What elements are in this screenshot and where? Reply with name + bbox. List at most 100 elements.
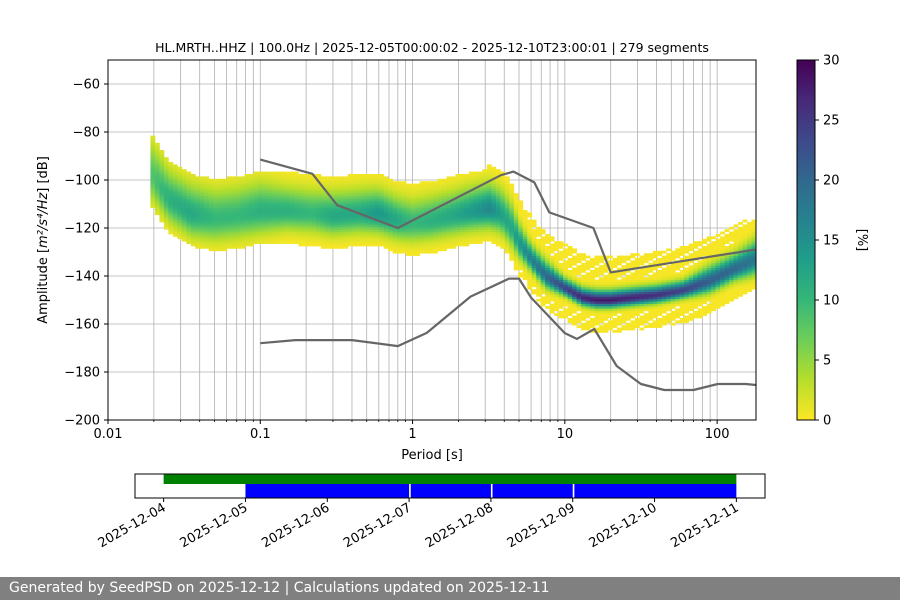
- heatmap-cell: [527, 212, 533, 216]
- heatmap-cell: [688, 308, 694, 312]
- heatmap-cell: [307, 207, 313, 211]
- heatmap-cell: [410, 224, 416, 228]
- heatmap-cell: [280, 198, 286, 201]
- heatmap-cell: [500, 243, 506, 247]
- heatmap-cell: [648, 306, 654, 309]
- heatmap-cell: [450, 231, 456, 235]
- y-tick-label: −60: [73, 78, 100, 93]
- heatmap-cell: [244, 222, 250, 225]
- heatmap-cell: [643, 298, 649, 302]
- heatmap-cell: [554, 246, 559, 249]
- heatmap-cell: [208, 198, 214, 201]
- heatmap-cell: [742, 284, 748, 288]
- heatmap-cell: [222, 214, 228, 218]
- heatmap-cell: [267, 241, 272, 244]
- heatmap-cell: [433, 214, 438, 218]
- heatmap-cell: [455, 207, 461, 211]
- heatmap-cell: [715, 262, 721, 266]
- heatmap-cell: [455, 198, 461, 201]
- heatmap-cell: [751, 253, 756, 256]
- heatmap-cell: [231, 200, 237, 204]
- heatmap-cell: [186, 217, 192, 220]
- heatmap-cell: [406, 214, 411, 218]
- heatmap-cell: [226, 238, 232, 242]
- heatmap-cell: [258, 202, 263, 206]
- heatmap-cell: [186, 178, 192, 182]
- heatmap-cell: [477, 219, 483, 223]
- heatmap-cell: [379, 243, 385, 247]
- heatmap-cell: [383, 219, 389, 223]
- heatmap-cell: [715, 282, 721, 285]
- heatmap-cell: [536, 291, 542, 295]
- heatmap-cell: [549, 286, 555, 290]
- heatmap-cell: [154, 183, 160, 187]
- heatmap-cell: [262, 236, 268, 240]
- heatmap-cell: [594, 258, 600, 261]
- heatmap-cell: [154, 198, 160, 201]
- heatmap-cell: [370, 195, 376, 199]
- heatmap-cell: [199, 212, 205, 216]
- heatmap-cell: [455, 183, 461, 187]
- heatmap-cell: [271, 195, 277, 199]
- heatmap-cell: [742, 243, 748, 247]
- heatmap-cell: [159, 171, 165, 175]
- heatmap-cell: [464, 193, 470, 196]
- heatmap-cell: [208, 231, 214, 235]
- heatmap-cell: [397, 195, 402, 199]
- heatmap-cell: [558, 284, 564, 288]
- heatmap-cell: [482, 169, 488, 172]
- heatmap-cell: [527, 236, 533, 240]
- heatmap-cell: [383, 176, 389, 180]
- heatmap-cell: [625, 301, 631, 304]
- heatmap-cell: [329, 186, 335, 189]
- heatmap-cell: [500, 241, 506, 244]
- heatmap-cell: [702, 282, 708, 285]
- heatmap-cell: [711, 289, 716, 292]
- heatmap-cell: [428, 219, 434, 223]
- heatmap-cell: [177, 224, 183, 228]
- heatmap-cell: [599, 315, 604, 319]
- heatmap-cell: [500, 236, 506, 240]
- heatmap-cell: [684, 262, 690, 266]
- heatmap-cell: [419, 200, 425, 204]
- heatmap-cell: [509, 229, 515, 232]
- heatmap-cell: [262, 198, 268, 201]
- heatmap-cell: [630, 308, 636, 312]
- heatmap-cell: [334, 186, 340, 189]
- heatmap-cell: [374, 229, 380, 232]
- heatmap-cell: [473, 195, 479, 199]
- heatmap-cell: [433, 198, 438, 201]
- heatmap-cell: [172, 193, 178, 196]
- heatmap-cell: [311, 231, 317, 235]
- heatmap-cell: [616, 289, 622, 292]
- heatmap-cell: [276, 193, 281, 196]
- heatmap-cell: [392, 219, 398, 223]
- heatmap-cell: [527, 262, 533, 266]
- heatmap-cell: [495, 171, 501, 175]
- heatmap-cell: [334, 183, 340, 187]
- heatmap-cell: [670, 294, 676, 297]
- heatmap-cell: [249, 224, 254, 228]
- heatmap-cell: [522, 214, 528, 218]
- heatmap-cell: [343, 219, 349, 223]
- heatmap-cell: [289, 226, 295, 230]
- heatmap-cell: [590, 277, 595, 280]
- heatmap-cell: [280, 188, 286, 192]
- heatmap-cell: [154, 193, 160, 196]
- heatmap-cell: [702, 246, 708, 249]
- heatmap-cell: [509, 183, 515, 187]
- heatmap-cell: [504, 195, 510, 199]
- heatmap-cell: [397, 222, 402, 225]
- heatmap-cell: [213, 181, 219, 184]
- heatmap-cell: [168, 190, 174, 194]
- heatmap-cell: [181, 176, 187, 180]
- heatmap-cell: [738, 277, 743, 280]
- heatmap-cell: [289, 186, 295, 189]
- heatmap-cell: [446, 229, 452, 232]
- heatmap-cell: [253, 231, 259, 235]
- heatmap-cell: [567, 246, 573, 249]
- heatmap-cell: [558, 315, 564, 319]
- heatmap-cell: [527, 231, 533, 235]
- heatmap-cell: [262, 224, 268, 228]
- heatmap-cell: [729, 279, 734, 283]
